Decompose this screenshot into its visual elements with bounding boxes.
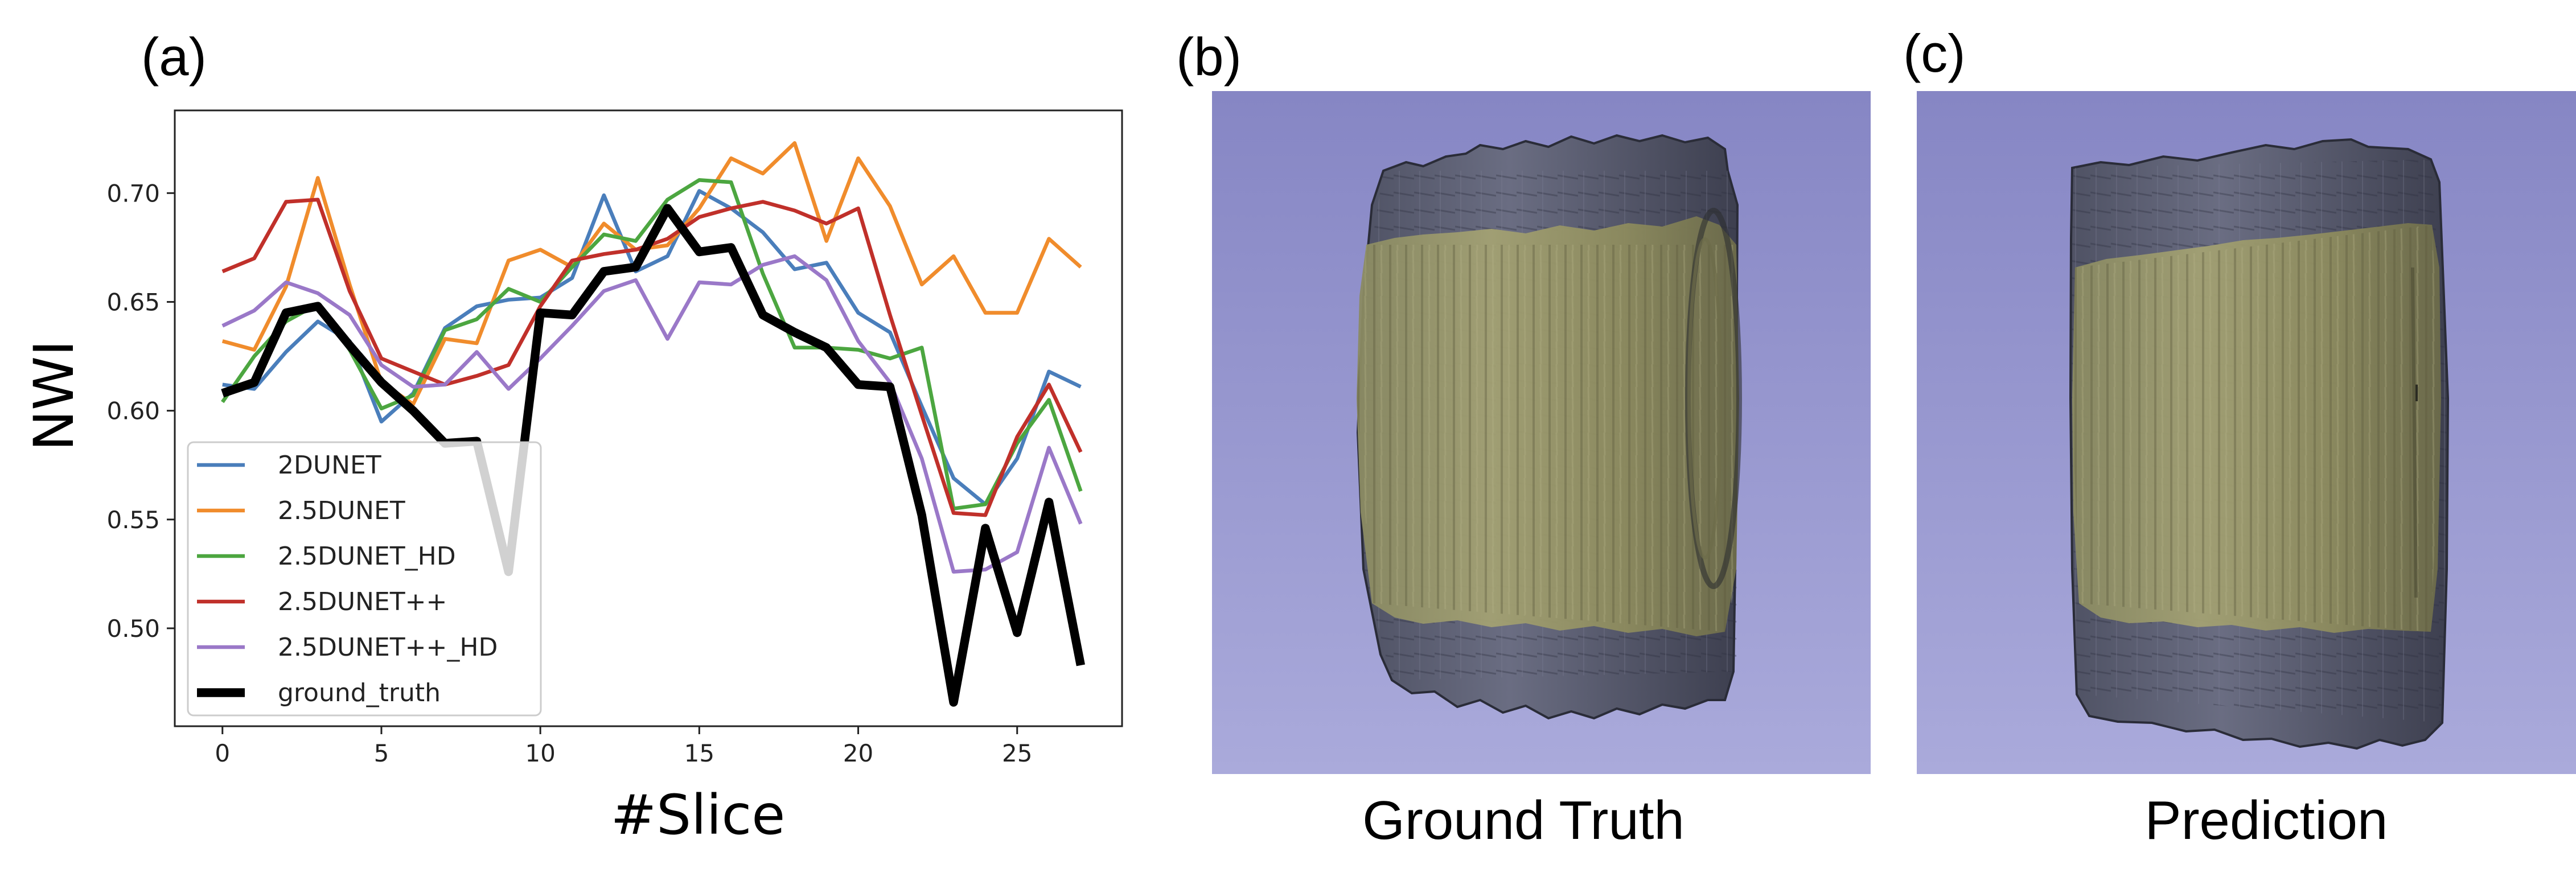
legend-label: 2.5DUNET xyxy=(278,496,405,525)
x-tick-label: 25 xyxy=(1002,739,1032,767)
legend-label: ground_truth xyxy=(278,678,441,707)
caption-ground-truth: Ground Truth xyxy=(1362,790,1685,851)
y-tick-label: 0.65 xyxy=(106,288,160,316)
nwi-line-chart: 0 5 10 15 20 25 0.50 0.55 0.60 0.65 0.70 2DUNET 2.5… xyxy=(22,109,1123,847)
caption-prediction: Prediction xyxy=(2145,790,2388,851)
prediction-render: I xyxy=(1917,91,2576,774)
x-tick-label: 20 xyxy=(843,739,873,767)
legend-label: 2.5DUNET++ xyxy=(278,587,447,616)
x-tick-label: 10 xyxy=(525,739,555,767)
legend-label: 2.5DUNET++_HD xyxy=(278,633,498,662)
legend-box xyxy=(187,441,542,717)
vessel-3d-ground-truth xyxy=(1356,134,1742,720)
legend-label: 2.5DUNET_HD xyxy=(278,542,456,571)
panel-label-a: (a) xyxy=(141,27,207,87)
y-tick-label: 0.55 xyxy=(106,506,160,534)
x-axis-title: #Slice xyxy=(611,783,786,847)
legend-label: 2DUNET xyxy=(278,451,381,480)
y-tick-label: 0.70 xyxy=(106,179,160,207)
series-line-2.5DUNET++_HD xyxy=(221,254,1083,574)
series-line-2.5DUNET_HD xyxy=(221,178,1083,511)
axis-ticks: 0 5 10 15 20 25 0.50 0.55 0.60 0.65 0.70 xyxy=(106,179,1032,767)
y-tick-label: 0.50 xyxy=(106,615,160,643)
legend: 2DUNET 2.5DUNET 2.5DUNET_HD 2.5DUNET++ 2.5DU… xyxy=(187,441,542,717)
series-lines xyxy=(221,141,1085,707)
y-axis-title: NWI xyxy=(22,340,86,451)
vessel-3d-prediction: I xyxy=(2069,138,2450,750)
svg-text:I: I xyxy=(2413,381,2420,407)
series-line-ground_truth xyxy=(221,204,1085,707)
x-tick-label: 15 xyxy=(684,739,714,767)
panel-label-c: (c) xyxy=(1903,23,1966,83)
x-tick-label: 0 xyxy=(215,739,230,767)
ground-truth-render xyxy=(1212,91,1871,774)
y-tick-label: 0.60 xyxy=(106,397,160,425)
series-line-2.5DUNET xyxy=(221,141,1082,406)
x-tick-label: 5 xyxy=(374,739,389,767)
panel-label-b: (b) xyxy=(1176,27,1242,87)
